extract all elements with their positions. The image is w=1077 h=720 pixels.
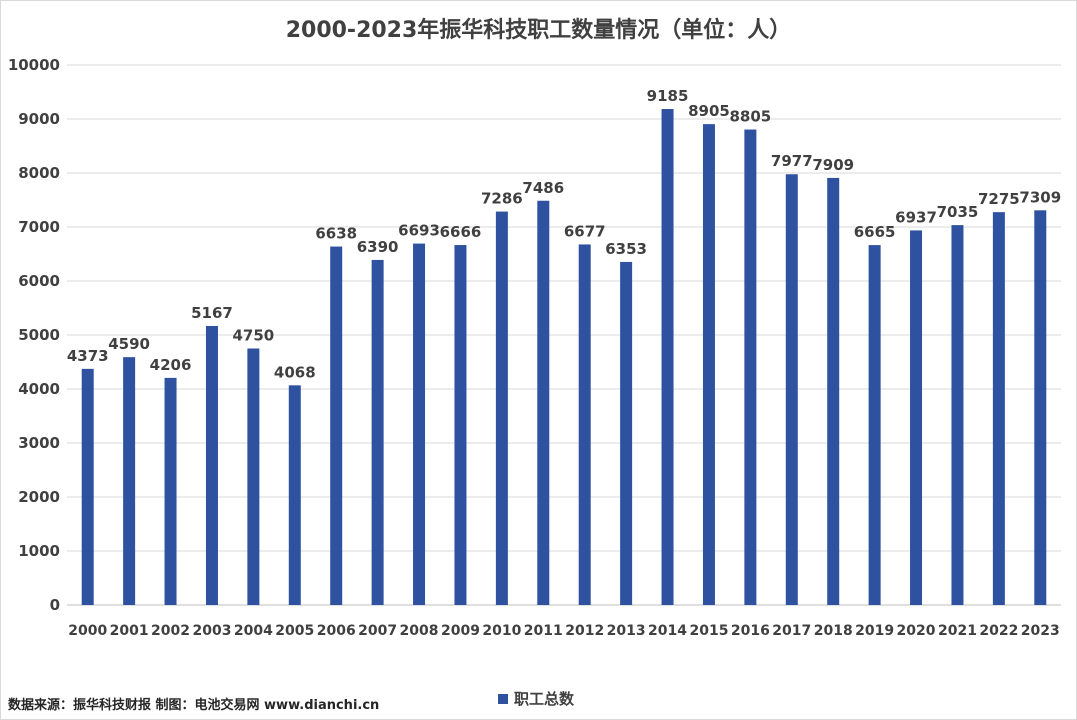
data-label: 7486	[522, 179, 564, 197]
data-label: 8905	[688, 102, 730, 120]
bar	[205, 325, 218, 605]
y-tick-label: 7000	[18, 218, 60, 236]
legend-swatch	[498, 693, 508, 704]
x-tick-label: 2014	[648, 623, 687, 639]
data-label: 7286	[481, 190, 523, 208]
bar	[578, 244, 591, 605]
y-tick-label: 2000	[18, 488, 60, 506]
bar	[951, 225, 964, 606]
data-label: 5167	[191, 304, 233, 322]
y-tick-label: 0	[50, 596, 60, 614]
x-tick-label: 2001	[110, 623, 149, 639]
bar	[537, 200, 550, 606]
bar	[702, 124, 715, 605]
data-label: 6665	[854, 223, 896, 241]
bar	[247, 348, 260, 605]
y-tick-label: 5000	[18, 326, 60, 344]
data-label: 6666	[440, 223, 482, 241]
y-tick-label: 1000	[18, 542, 60, 560]
x-tick-label: 2023	[1021, 623, 1060, 639]
data-label: 7309	[1019, 188, 1061, 206]
x-tick-label: 2006	[317, 623, 356, 639]
x-tick-label: 2019	[855, 623, 894, 639]
data-label: 4373	[67, 347, 109, 365]
bar	[164, 377, 177, 605]
bar	[413, 243, 426, 605]
bar	[454, 245, 467, 605]
bar	[827, 177, 840, 605]
data-label: 6353	[605, 240, 647, 258]
data-label: 6638	[315, 225, 357, 243]
chart-title: 2000-2023年振华科技职工数量情况（单位：人）	[285, 18, 792, 43]
y-tick-label: 9000	[18, 110, 60, 128]
data-label: 4068	[274, 363, 316, 381]
x-tick-label: 2022	[979, 623, 1018, 639]
bar	[1034, 210, 1047, 605]
x-tick-label: 2007	[358, 623, 397, 639]
data-label: 7275	[978, 190, 1020, 208]
x-tick-label: 2017	[772, 623, 811, 639]
x-tick-label: 2010	[482, 623, 521, 639]
y-tick-label: 3000	[18, 434, 60, 452]
x-tick-label: 2018	[814, 623, 853, 639]
legend: 职工总数	[498, 688, 574, 709]
bar	[495, 211, 508, 605]
data-label: 6693	[398, 222, 440, 240]
data-label: 7977	[771, 152, 813, 170]
bar	[81, 368, 94, 605]
bar	[620, 261, 633, 605]
y-tick-label: 4000	[18, 380, 60, 398]
data-label: 6390	[357, 238, 399, 256]
data-label: 6677	[564, 222, 606, 240]
x-tick-label: 2012	[565, 623, 604, 639]
data-label: 4206	[150, 356, 192, 374]
x-tick-label: 2005	[275, 623, 314, 639]
data-label: 9185	[647, 87, 689, 105]
y-tick-label: 8000	[18, 164, 60, 182]
x-tick-label: 2016	[731, 623, 770, 639]
bar	[661, 109, 674, 605]
bar	[123, 357, 136, 605]
data-label: 4590	[108, 335, 150, 353]
x-tick-label: 2008	[400, 623, 439, 639]
x-tick-label: 2002	[151, 623, 190, 639]
data-label: 8805	[730, 108, 772, 126]
x-tick-label: 2009	[441, 623, 480, 639]
legend-label: 职工总数	[514, 690, 575, 708]
bar	[744, 129, 757, 605]
x-tick-label: 2003	[192, 623, 231, 639]
bar	[785, 174, 798, 605]
bar	[371, 259, 384, 605]
x-tick-label: 2011	[524, 623, 563, 639]
x-tick-label: 2015	[689, 623, 728, 639]
x-tick-label: 2020	[897, 623, 936, 639]
bar	[910, 230, 923, 606]
x-tick-label: 2004	[234, 623, 273, 639]
source-note: 数据来源：振华科技财报 制图：电池交易网 www.dianchi.cn	[8, 698, 380, 713]
bar	[288, 385, 301, 605]
data-label: 6937	[895, 208, 937, 226]
y-tick-label: 10000	[8, 56, 60, 74]
bar	[330, 246, 343, 605]
data-label: 7035	[937, 203, 979, 221]
x-tick-label: 2013	[607, 623, 646, 639]
bar	[992, 212, 1005, 605]
data-label: 7909	[812, 156, 854, 174]
bar	[868, 245, 881, 605]
data-label: 4750	[233, 327, 275, 345]
y-tick-label: 6000	[18, 272, 60, 290]
x-tick-label: 2021	[938, 623, 977, 639]
x-tick-label: 2000	[68, 623, 107, 639]
